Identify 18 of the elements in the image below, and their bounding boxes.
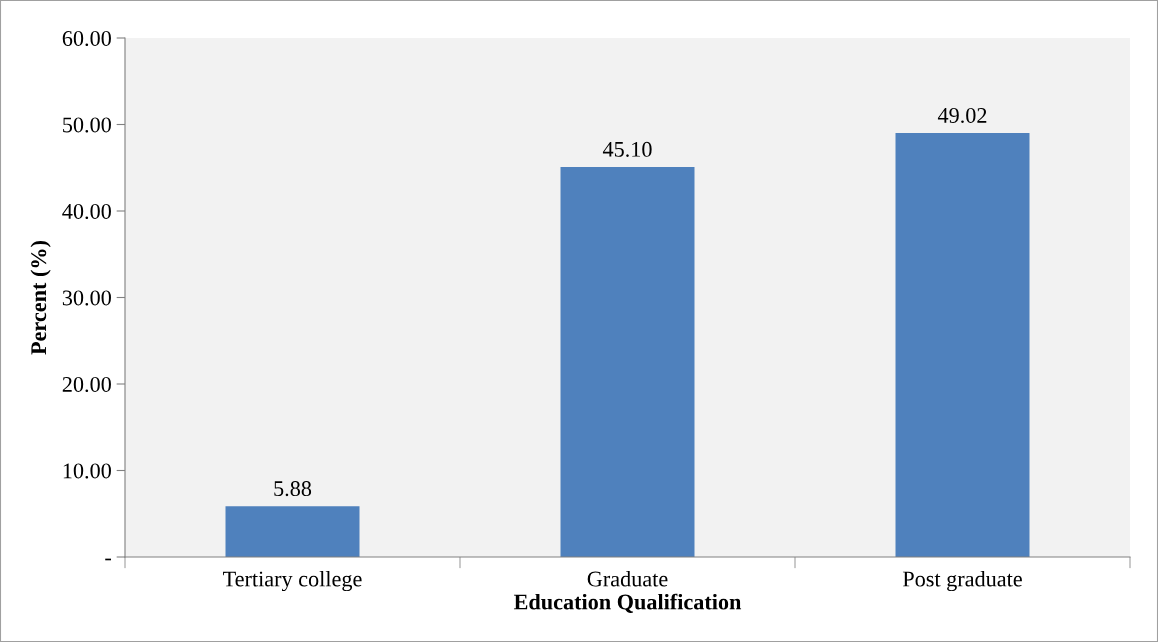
y-tick-label: 50.00 bbox=[63, 117, 111, 133]
y-tick-label: 20.00 bbox=[62, 376, 111, 393]
y-tick-label: 60.00 bbox=[62, 30, 111, 47]
data-label: 5.88 bbox=[274, 481, 312, 497]
y-tick-label: 30.00 bbox=[62, 290, 111, 306]
data-label: 45.10 bbox=[602, 141, 652, 157]
data-label: 49.02 bbox=[937, 107, 987, 123]
x-tick-label: Tertiary college bbox=[223, 570, 362, 592]
x-axis-title: Education Qualification bbox=[513, 593, 742, 613]
y-tick-label: 40.00 bbox=[62, 203, 111, 220]
y-tick-label: 10.00 bbox=[63, 463, 111, 479]
bar bbox=[560, 166, 695, 557]
bar bbox=[895, 132, 1030, 557]
x-tick-label: Graduate bbox=[587, 570, 668, 587]
y-tick-label: - bbox=[105, 558, 111, 561]
bar bbox=[225, 506, 360, 557]
x-tick-label: Post graduate bbox=[902, 570, 1022, 592]
y-axis-title: Percent (%) bbox=[30, 240, 51, 355]
